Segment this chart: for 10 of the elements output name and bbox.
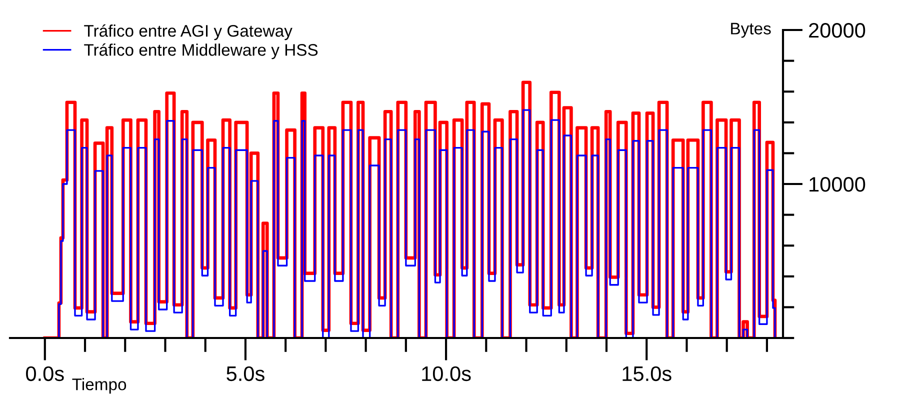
legend-label: Tráfico entre AGI y Gateway <box>84 24 292 40</box>
x-tick-label: 0.0s <box>26 366 64 382</box>
x-tick-label: 10.0s <box>422 366 471 382</box>
y-tick-label: 20000 <box>809 23 866 38</box>
x-axis-title: Tiempo <box>72 378 126 394</box>
y-tick-label: 10000 <box>810 177 866 192</box>
y-axis-title: Bytes <box>731 22 771 38</box>
legend-label: Tráfico entre Middleware y HSS <box>84 43 318 60</box>
x-tick-label: 15.0s <box>622 366 672 382</box>
x-tick-label: 5.0s <box>226 366 264 382</box>
